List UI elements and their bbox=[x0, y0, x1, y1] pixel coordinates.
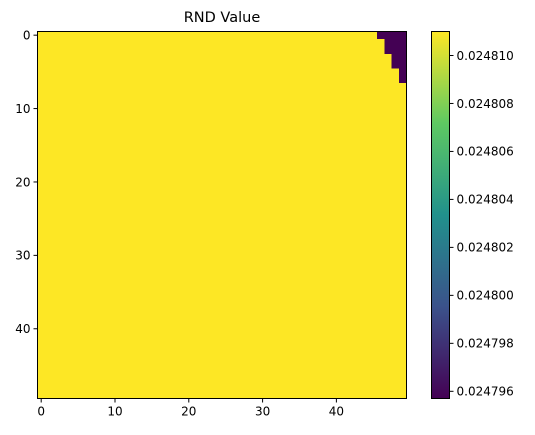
colorbar-tick-label: 0.024800 bbox=[457, 289, 514, 303]
x-tick-label: 20 bbox=[181, 405, 196, 419]
colorbar-tick-label: 0.024796 bbox=[457, 385, 514, 399]
colorbar-tick-label: 0.024804 bbox=[457, 193, 514, 207]
heatmap-cell-row bbox=[384, 38, 407, 47]
heatmap-cell-row bbox=[399, 75, 407, 84]
heatmap-cell-row bbox=[391, 53, 407, 62]
plot-frame bbox=[37, 31, 407, 399]
heatmap-cell-row bbox=[399, 68, 407, 76]
heatmap-cell-row bbox=[376, 31, 407, 40]
x-tick-label: 30 bbox=[255, 405, 270, 419]
colorbar: 0.024796 0.024798 0.024800 0.024802 0.024804… bbox=[431, 31, 514, 399]
heatmap-background bbox=[37, 31, 407, 399]
y-tick-label: 20 bbox=[15, 175, 30, 189]
colorbar-tick-label: 0.024806 bbox=[457, 145, 514, 159]
colorbar-tick-label: 0.024808 bbox=[457, 97, 514, 111]
heatmap-cell-row bbox=[391, 60, 407, 69]
y-tick-label: 10 bbox=[15, 102, 30, 116]
colorbar-tick-label: 0.024798 bbox=[457, 337, 514, 351]
x-axis: 0 10 20 30 40 bbox=[37, 398, 344, 419]
colorbar-bar bbox=[431, 31, 450, 399]
x-tick-label: 10 bbox=[107, 405, 122, 419]
heatmap-area bbox=[37, 31, 407, 399]
y-tick-label: 30 bbox=[15, 249, 30, 263]
colorbar-tick-label: 0.024810 bbox=[457, 49, 514, 63]
x-tick-label: 0 bbox=[37, 405, 45, 419]
heatmap-cell-row bbox=[384, 46, 407, 54]
y-tick-label: 40 bbox=[15, 322, 30, 336]
colorbar-tick-label: 0.024802 bbox=[457, 241, 514, 255]
y-tick-label: 0 bbox=[23, 28, 31, 42]
y-axis: 0 10 20 30 40 bbox=[15, 28, 38, 336]
chart-title: RND Value bbox=[184, 10, 261, 26]
x-tick-label: 40 bbox=[329, 405, 344, 419]
